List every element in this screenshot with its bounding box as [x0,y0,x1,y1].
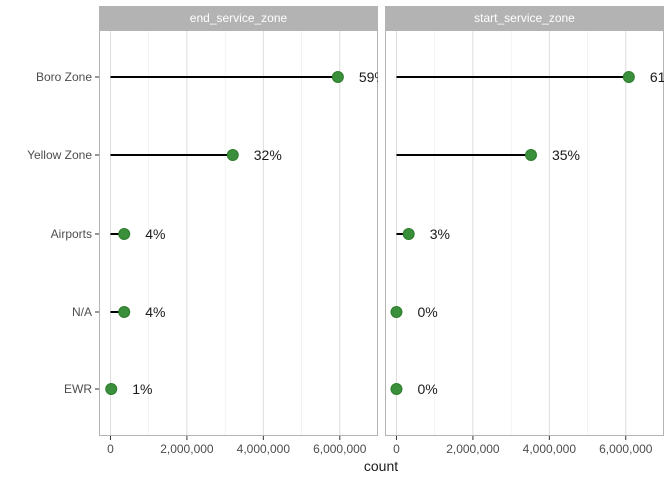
x-tick-label: 6,000,000 [313,442,367,456]
lollipop-point [622,71,635,83]
percent-label: 0% [417,381,437,397]
marks: 59% 32% 4% 4% 1% [105,69,387,397]
lollipop-point [524,149,537,161]
y-tick-label: N/A [72,305,92,319]
lollipop-point [105,383,118,395]
panel-background [385,30,664,436]
percent-label: 4% [145,304,165,320]
panel-start_service_zone: start_service_zone 61% 35% 3% 0% 0% 0 2,000,000… [385,6,672,456]
x-axis-title: count [364,458,398,474]
percent-label: 0% [417,304,437,320]
panel-border [99,30,378,436]
strip-background [99,6,378,30]
x-tick-label: 4,000,000 [523,442,577,456]
percent-label: 35% [552,147,580,163]
panels-layer: end_service_zone 59% 32% 4% 4% 1% 0 2,000,000 4,… [99,6,672,456]
y-tick-label: Airports [51,227,92,241]
strip-background [385,6,664,30]
percent-label: 1% [132,381,152,397]
marks: 61% 35% 3% 0% 0% [390,69,672,397]
lollipop-point [118,228,131,240]
panel-border [385,30,664,436]
y-tick-label: Yellow Zone [27,148,92,162]
lollipop-point [390,383,403,395]
x-tick-label: 4,000,000 [237,442,291,456]
y-axis: Boro Zone Yellow Zone Airports N/A EWR [27,70,99,396]
x-tick-label: 0 [107,442,114,456]
strip-label: end_service_zone [190,11,288,25]
panel-end_service_zone: end_service_zone 59% 32% 4% 4% 1% 0 2,000,000 4,… [99,6,387,456]
lollipop-point [402,228,415,240]
percent-label: 4% [145,226,165,242]
percent-label: 59% [359,69,387,85]
percent-label: 61% [650,69,672,85]
x-tick-label: 6,000,000 [599,442,653,456]
percent-label: 32% [254,147,282,163]
lollipop-point [390,306,403,318]
lollipop-point [331,71,344,83]
y-tick-label: Boro Zone [36,70,92,84]
x-tick-label: 2,000,000 [160,442,214,456]
lollipop-point [118,306,131,318]
strip-label: start_service_zone [474,11,575,25]
panel-background [99,30,378,436]
x-tick-label: 2,000,000 [446,442,500,456]
x-tick-label: 0 [393,442,400,456]
y-tick-label: EWR [64,382,92,396]
lollipop-point [226,149,239,161]
percent-label: 3% [430,226,450,242]
